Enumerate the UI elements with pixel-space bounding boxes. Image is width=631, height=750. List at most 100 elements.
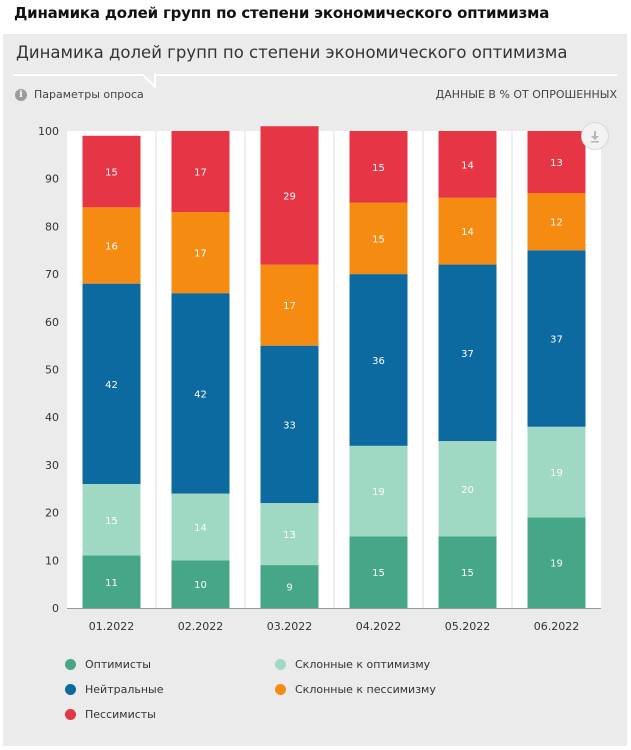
bar-segment [260, 503, 319, 566]
header-divider [13, 74, 617, 90]
bar-segment [527, 517, 586, 608]
bar-segment [438, 264, 497, 442]
chart-title: Динамика долей групп по степени экономич… [16, 43, 568, 62]
y-tick-label: 50 [45, 364, 59, 377]
x-tick-label: 04.2022 [356, 620, 402, 633]
data-label: 15 [372, 163, 385, 174]
survey-params-link[interactable]: i Параметры опроса [15, 88, 144, 101]
data-label: 17 [194, 168, 207, 179]
bar-segment [527, 250, 586, 427]
bar-segment [349, 445, 408, 537]
bar-segment [82, 555, 141, 608]
data-label: 14 [461, 227, 474, 238]
chart-card: Динамика долей групп по степени экономич… [3, 34, 627, 746]
legend-item[interactable]: Склонные к оптимизму [275, 658, 430, 671]
x-tick-label: 02.2022 [178, 620, 224, 633]
info-icon: i [15, 88, 27, 101]
bar-segment [527, 193, 586, 251]
legend-swatch [275, 684, 286, 695]
y-tick-label: 70 [45, 268, 59, 281]
legend-swatch [275, 659, 286, 670]
data-label: 42 [194, 389, 207, 400]
data-label: 9 [286, 583, 292, 594]
bar-segment [82, 207, 141, 284]
y-tick-label: 60 [45, 316, 59, 329]
bar-segment [527, 131, 586, 194]
legend-item[interactable]: Оптимисты [65, 658, 151, 671]
data-label: 15 [105, 516, 118, 527]
y-tick-label: 10 [45, 554, 59, 567]
y-tick-label: 20 [45, 507, 59, 520]
data-label: 33 [283, 420, 296, 431]
data-label: 16 [105, 241, 118, 252]
bar-segment [438, 536, 497, 608]
data-label: 37 [550, 334, 563, 345]
data-label: 15 [372, 234, 385, 245]
bar-segment [349, 274, 408, 446]
survey-params-label: Параметры опроса [34, 88, 144, 101]
x-tick-label: 05.2022 [445, 620, 491, 633]
bar-segment [260, 345, 319, 504]
y-tick-label: 80 [45, 220, 59, 233]
data-label: 15 [372, 568, 385, 579]
bar-segment [349, 536, 408, 608]
data-label: 10 [194, 580, 207, 591]
bar-segment [260, 565, 319, 608]
legend-label: Пессимисты [85, 708, 156, 721]
legend-label: Склонные к оптимизму [295, 658, 431, 671]
x-tick-label: 03.2022 [267, 620, 313, 633]
data-label: 15 [461, 568, 474, 579]
legend-label: Нейтральные [85, 683, 164, 696]
data-label: 13 [550, 158, 563, 169]
data-label: 36 [372, 356, 385, 367]
data-label: 19 [550, 468, 563, 479]
y-tick-label: 90 [45, 173, 59, 186]
bar-segment [171, 131, 230, 213]
bar-segment [82, 483, 141, 556]
data-label: 17 [194, 249, 207, 260]
bar-segment [171, 493, 230, 561]
data-label: 12 [550, 218, 563, 229]
data-label: 15 [105, 168, 118, 179]
bar-segment [171, 560, 230, 608]
y-tick-label: 100 [38, 125, 59, 138]
data-label: 19 [550, 559, 563, 570]
stacked-bar-chart: 0 10 20 30 40 50 60 70 80 90 100 11 15 42 16 15 01.2022 1… [38, 125, 601, 633]
data-label: 37 [461, 349, 474, 360]
y-tick-label: 0 [52, 602, 59, 615]
data-label: 20 [461, 485, 474, 496]
data-label: 19 [372, 487, 385, 498]
bar-segment [527, 426, 586, 518]
bar-segment [349, 131, 408, 203]
y-tick-label: 40 [45, 411, 59, 424]
bar-segment [171, 293, 230, 494]
legend-item[interactable]: Склонные к пессимизму [275, 683, 436, 696]
legend-swatch [65, 659, 76, 670]
data-label: 42 [105, 380, 118, 391]
legend-item[interactable]: Пессимисты [65, 708, 156, 721]
download-icon [591, 130, 599, 142]
x-tick-label: 06.2022 [534, 620, 580, 633]
data-label: 29 [283, 191, 296, 202]
bar-segment [438, 441, 497, 537]
data-label: 11 [105, 578, 118, 589]
bar-segment [82, 283, 141, 484]
y-tick-label: 30 [45, 459, 59, 472]
download-button[interactable] [581, 122, 609, 150]
x-tick-label: 01.2022 [89, 620, 135, 633]
data-label: 14 [194, 523, 207, 534]
legend-item[interactable]: Нейтральные [65, 683, 163, 696]
legend-label: Склонные к пессимизму [295, 683, 436, 696]
bar-segment [349, 202, 408, 275]
page-heading: Динамика долей групп по степени экономич… [14, 4, 550, 22]
data-label: 14 [461, 160, 474, 171]
legend-swatch [65, 709, 76, 720]
units-label: ДАННЫЕ В % ОТ ОПРОШЕННЫХ [435, 88, 617, 101]
bar-segment [171, 212, 230, 294]
data-label: 17 [283, 301, 296, 312]
legend-label: Оптимисты [85, 658, 151, 671]
bar-segment [438, 131, 497, 198]
bar-segment [82, 135, 141, 208]
bar-segment [260, 126, 319, 265]
bar-segment [438, 197, 497, 265]
